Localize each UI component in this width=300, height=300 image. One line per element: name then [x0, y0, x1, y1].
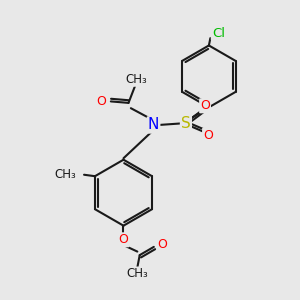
Text: S: S	[181, 116, 191, 131]
Text: O: O	[203, 129, 213, 142]
Text: O: O	[118, 233, 128, 246]
Text: O: O	[97, 95, 106, 108]
Text: CH₃: CH₃	[54, 168, 76, 181]
Text: O: O	[158, 238, 167, 251]
Text: N: N	[148, 118, 159, 133]
Text: CH₃: CH₃	[127, 268, 148, 281]
Text: CH₃: CH₃	[126, 73, 147, 86]
Text: Cl: Cl	[212, 27, 225, 40]
Text: O: O	[200, 99, 210, 112]
